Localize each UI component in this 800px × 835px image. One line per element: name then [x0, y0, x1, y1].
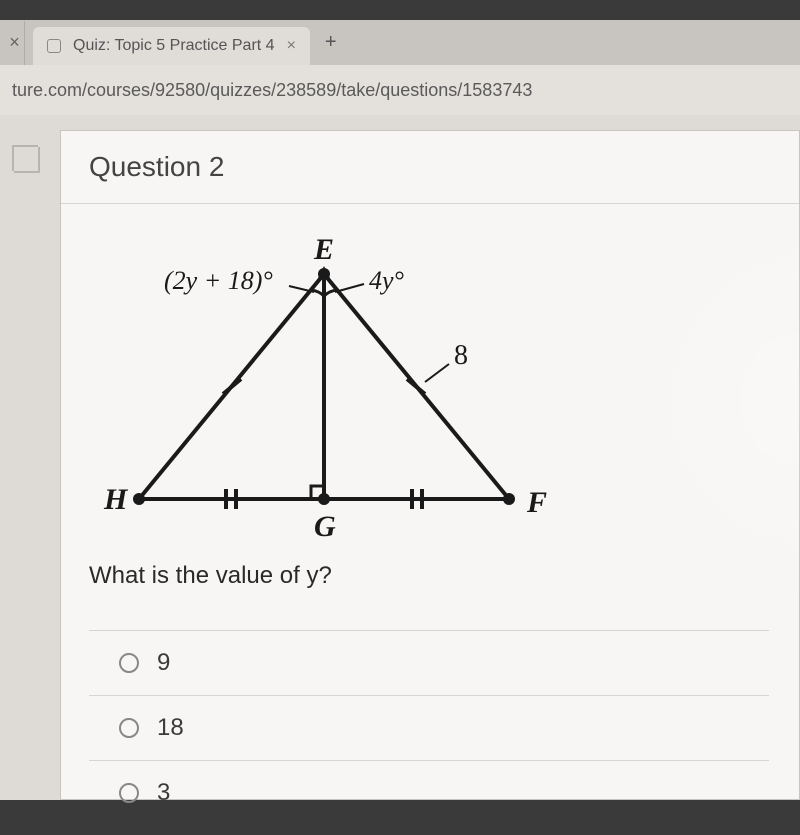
question-header: Question 2 [61, 131, 799, 204]
side-EF-label: 8 [454, 340, 468, 371]
question-prompt: What is the value of y? [89, 562, 769, 590]
angle-left-label: (2y + 18)° [164, 266, 273, 295]
radio-icon[interactable] [119, 718, 139, 738]
option-row[interactable]: 3 [89, 760, 769, 825]
flag-column [12, 145, 38, 171]
vertex-H-label: H [103, 483, 129, 516]
page-content: Question 2 [0, 115, 800, 800]
radio-icon[interactable] [119, 653, 139, 673]
vertex-E-label: E [313, 234, 334, 266]
url-bar[interactable]: ture.com/courses/92580/quizzes/238589/ta… [0, 65, 800, 115]
screenshot-frame: × Quiz: Topic 5 Practice Part 4 × + ture… [0, 0, 800, 800]
option-label: 9 [157, 649, 170, 677]
url-text: ture.com/courses/92580/quizzes/238589/ta… [12, 80, 532, 101]
tab-close-icon[interactable]: × [287, 37, 296, 55]
triangle-diagram: E H G F (2y + 18)° 4y° 8 [89, 234, 569, 554]
question-card: Question 2 [60, 130, 800, 800]
new-tab-icon[interactable]: + [310, 31, 352, 54]
option-label: 18 [157, 714, 184, 742]
flag-question-icon[interactable] [12, 145, 38, 171]
browser-chrome: × Quiz: Topic 5 Practice Part 4 × + ture… [0, 20, 800, 115]
option-label: 3 [157, 779, 170, 807]
tab-title: Quiz: Topic 5 Practice Part 4 [73, 37, 275, 55]
answer-options: 9 18 3 [89, 630, 769, 825]
tab-bar: × Quiz: Topic 5 Practice Part 4 × + [0, 20, 800, 65]
vertex-F-label: F [526, 486, 547, 519]
tab-favicon-icon [47, 39, 61, 53]
browser-tab[interactable]: Quiz: Topic 5 Practice Part 4 × [33, 27, 310, 65]
radio-icon[interactable] [119, 783, 139, 803]
angle-right-label: 4y° [369, 266, 404, 295]
option-row[interactable]: 18 [89, 695, 769, 760]
prev-tab-close-icon[interactable]: × [5, 21, 25, 65]
question-body: E H G F (2y + 18)° 4y° 8 What is the val… [61, 204, 799, 835]
vertex-G-label: G [314, 510, 336, 543]
option-row[interactable]: 9 [89, 630, 769, 695]
